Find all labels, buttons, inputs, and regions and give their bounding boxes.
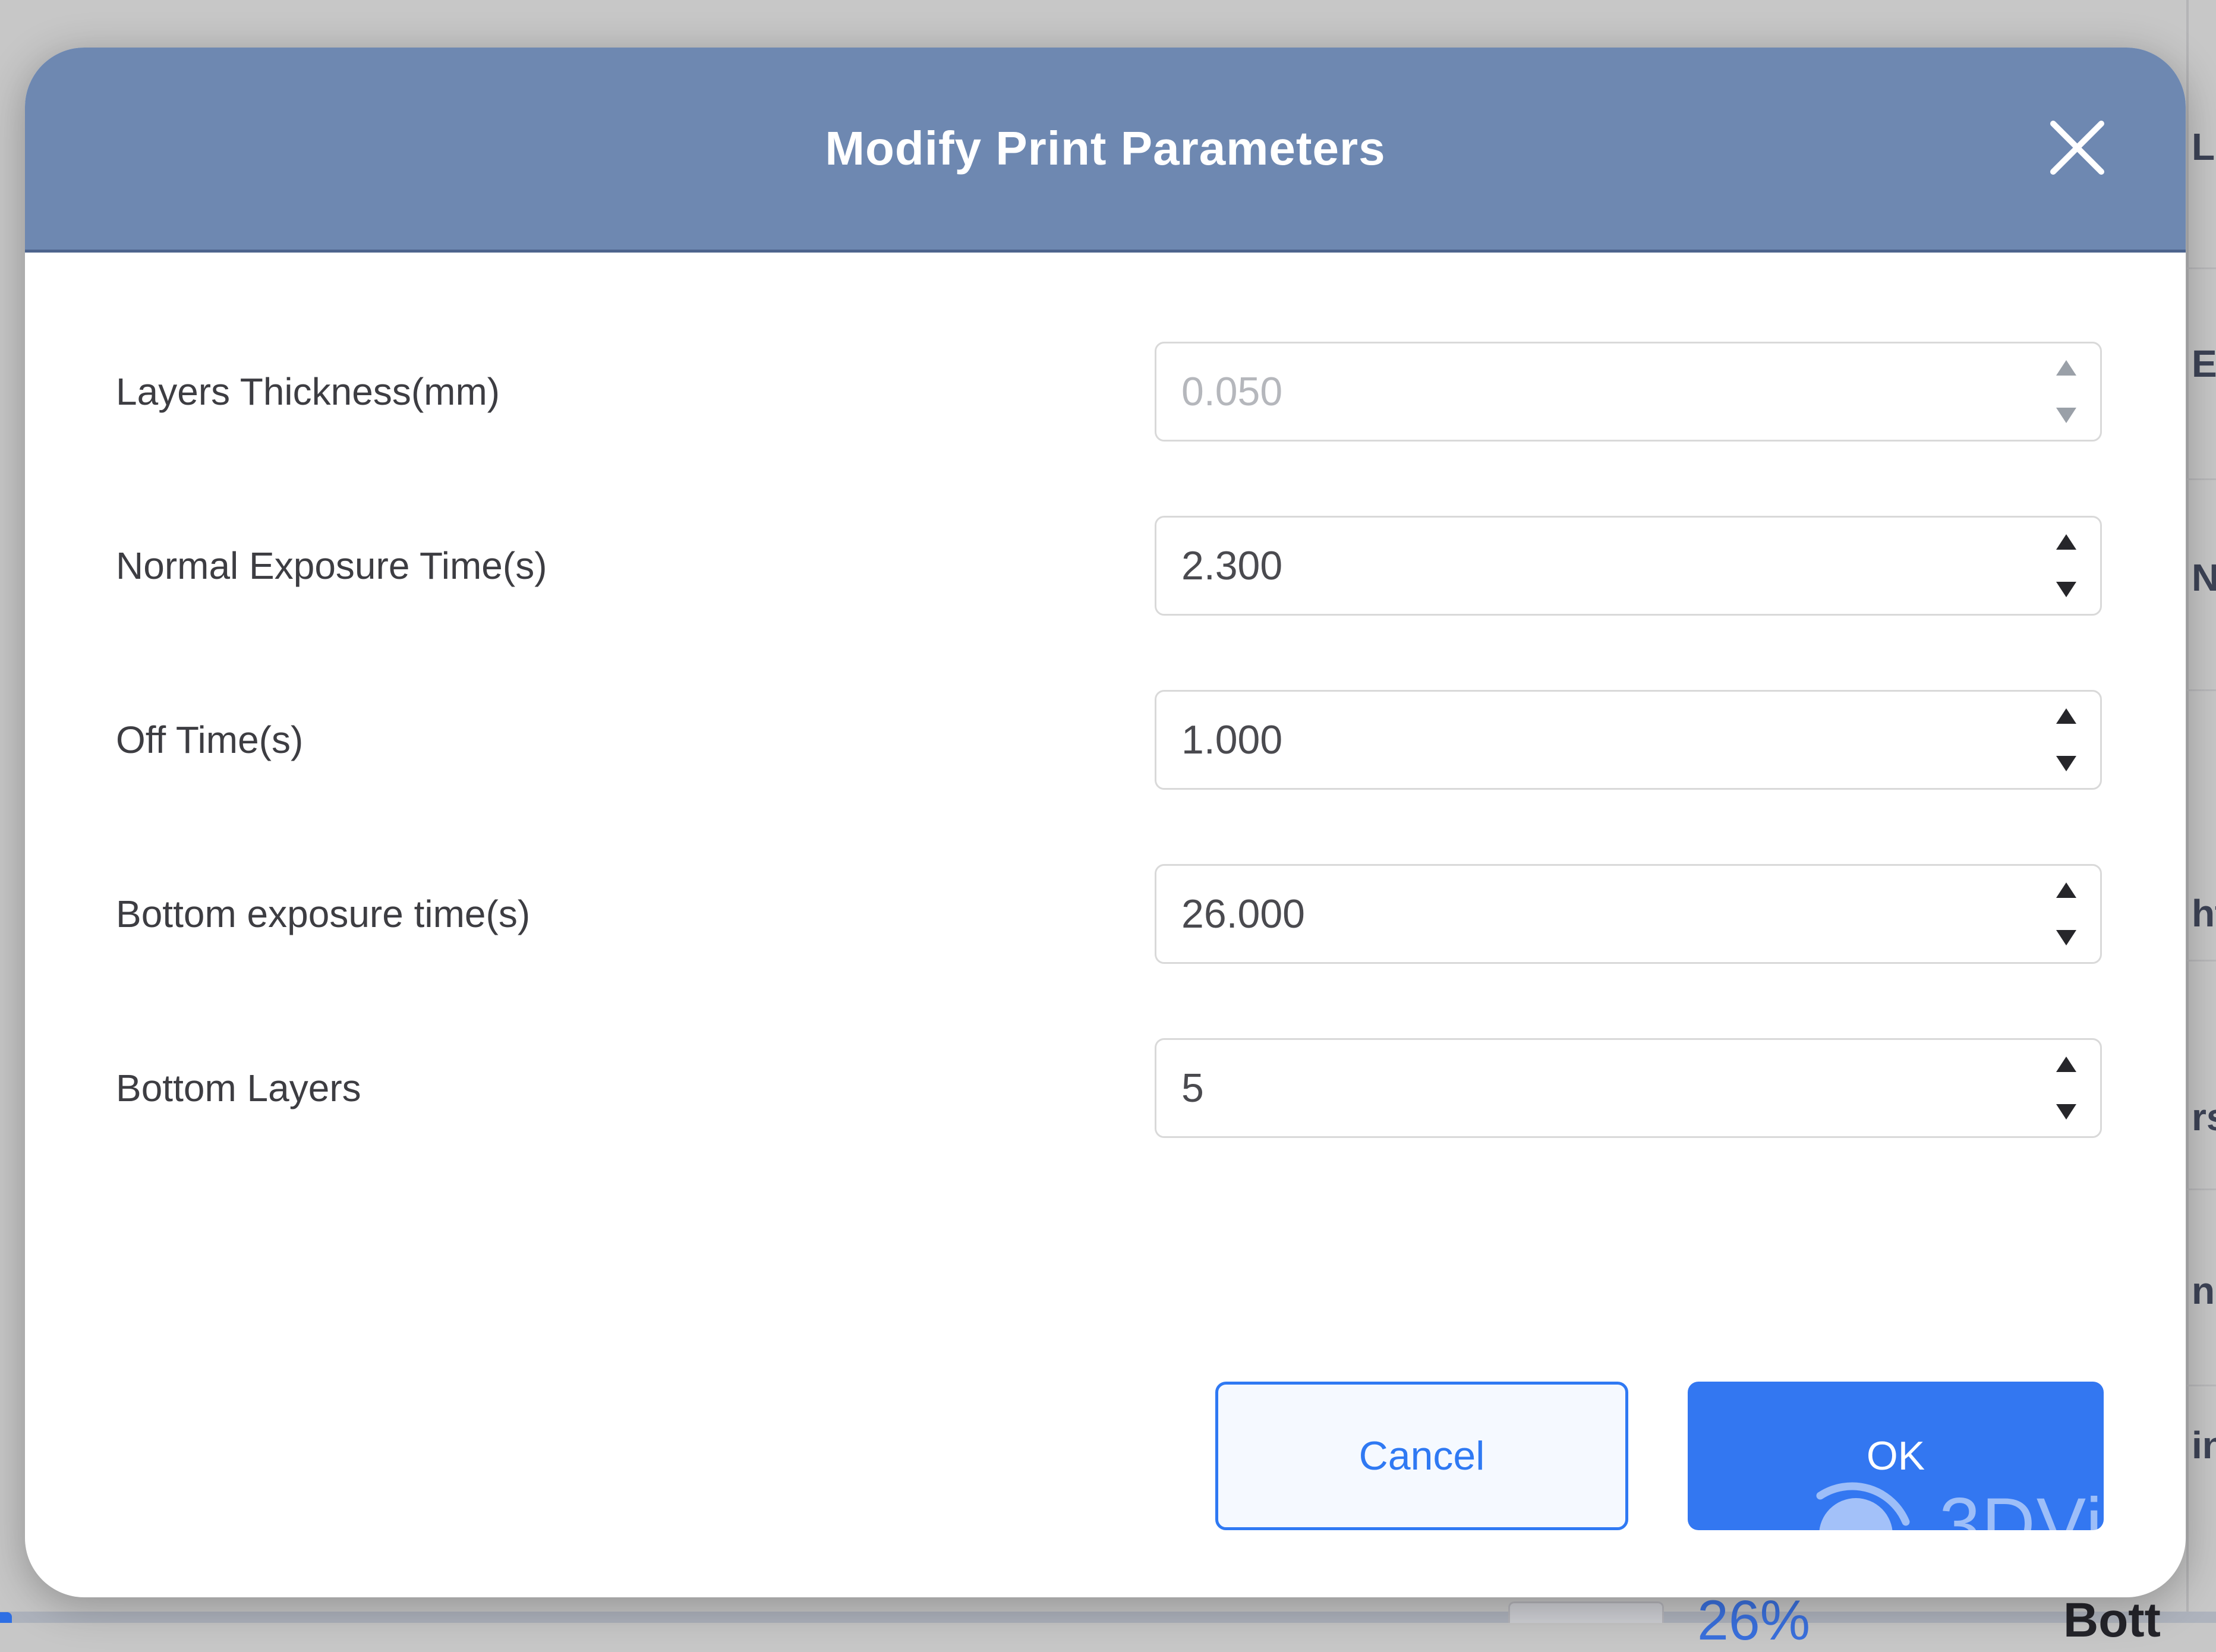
cancel-button[interactable]: Cancel: [1215, 1382, 1628, 1530]
background-text-fragment: ht: [2192, 892, 2216, 935]
modify-print-parameters-dialog: Modify Print Parameters Layers Thickness…: [25, 48, 2186, 1597]
close-button[interactable]: [2038, 109, 2116, 186]
ok-button[interactable]: OK: [1688, 1382, 2104, 1530]
background-row-divider: [2187, 1385, 2216, 1386]
bottom-exposure-time-input[interactable]: [1156, 866, 2100, 962]
bottom-exposure-time-field[interactable]: [1155, 864, 2102, 964]
bottom-layers-input[interactable]: [1156, 1040, 2100, 1136]
spinner-down-icon[interactable]: [2056, 756, 2076, 771]
off-time-input[interactable]: [1156, 692, 2100, 788]
spinner-down-icon[interactable]: [2056, 582, 2076, 597]
background-progress-text: 26%: [1697, 1589, 1811, 1652]
close-icon: [2046, 116, 2108, 179]
form-row-bottom-layers: Bottom Layers: [25, 1038, 2186, 1138]
background-vertical-divider: [2186, 0, 2189, 1623]
background-row-divider: [2187, 960, 2216, 961]
background-row-divider: [2187, 267, 2216, 269]
background-text-fragment: N: [2192, 556, 2216, 599]
off-time-field[interactable]: [1155, 690, 2102, 790]
normal-exposure-time-label: Normal Exposure Time(s): [116, 544, 547, 587]
background-row-divider: [2187, 689, 2216, 691]
spinner-down-icon[interactable]: [2056, 1104, 2076, 1120]
background-bottom-bar: [0, 1612, 2216, 1623]
bottom-layers-field[interactable]: [1155, 1038, 2102, 1138]
spinner-up-icon[interactable]: [2056, 1057, 2076, 1072]
spinner-up-icon[interactable]: [2056, 534, 2076, 550]
spinner-down-icon[interactable]: [2056, 930, 2076, 945]
background-text-fragment: L: [2192, 125, 2215, 168]
form-row-layers-thickness: Layers Thickness(mm): [25, 342, 2186, 442]
normal-exposure-time-input[interactable]: [1156, 518, 2100, 614]
background-row-divider: [2187, 478, 2216, 480]
form-row-bottom-exposure-time: Bottom exposure time(s): [25, 864, 2186, 964]
spinner-down-icon: [2056, 408, 2076, 423]
normal-exposure-time-field[interactable]: [1155, 516, 2102, 616]
spinner-up-icon[interactable]: [2056, 708, 2076, 724]
form-row-normal-exposure-time: Normal Exposure Time(s): [25, 516, 2186, 616]
bottom-layers-label: Bottom Layers: [116, 1067, 361, 1109]
bottom-exposure-time-label: Bottom exposure time(s): [116, 893, 531, 935]
spinner-up-icon[interactable]: [2056, 882, 2076, 898]
spinner-up-icon: [2056, 360, 2076, 376]
background-gray-box: [1508, 1601, 1664, 1623]
layers-thickness-label: Layers Thickness(mm): [116, 370, 500, 413]
background-text-fragment: rs: [2192, 1096, 2216, 1139]
form-row-off-time: Off Time(s): [25, 690, 2186, 790]
dialog-title: Modify Print Parameters: [825, 122, 1386, 175]
background-text-fragment: n: [2192, 1269, 2215, 1312]
layers-thickness-input: [1156, 343, 2100, 440]
background-blue-element: [0, 1612, 12, 1623]
background-partial-text: Bott: [2063, 1593, 2161, 1647]
background-text-fragment: in: [2192, 1424, 2216, 1467]
background-row-divider: [2187, 1188, 2216, 1190]
dialog-header: Modify Print Parameters: [25, 48, 2186, 253]
layers-thickness-field: [1155, 342, 2102, 442]
off-time-label: Off Time(s): [116, 718, 304, 761]
background-text-fragment: E: [2192, 342, 2216, 385]
